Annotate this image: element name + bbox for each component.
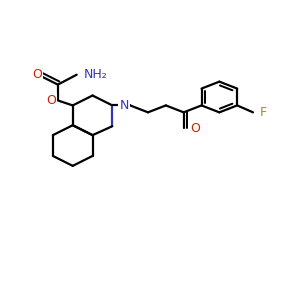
Text: O: O xyxy=(46,94,56,107)
Text: F: F xyxy=(260,106,267,119)
Text: NH₂: NH₂ xyxy=(84,68,107,81)
Text: O: O xyxy=(32,68,42,81)
Text: N: N xyxy=(119,99,129,112)
Text: O: O xyxy=(190,122,200,135)
